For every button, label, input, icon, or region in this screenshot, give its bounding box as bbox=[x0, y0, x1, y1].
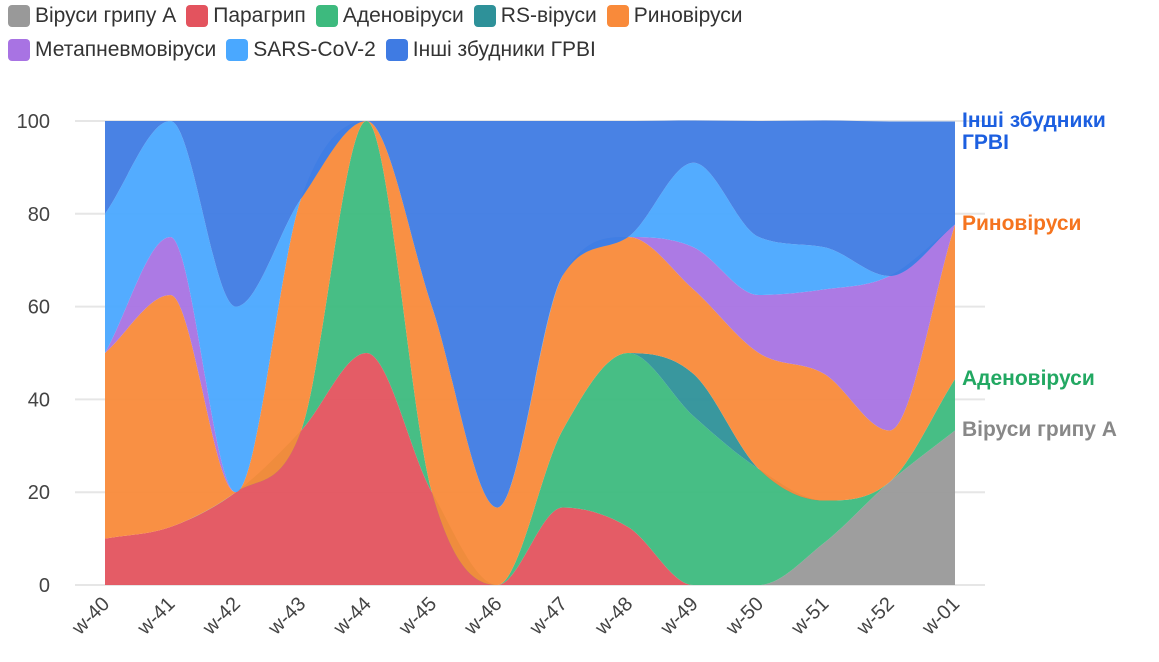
legend-swatch bbox=[385, 39, 408, 61]
x-tick-label: w-48 bbox=[590, 593, 637, 640]
x-tick-label: w-46 bbox=[460, 593, 507, 640]
x-tick-label: w-45 bbox=[394, 593, 441, 640]
legend-swatch bbox=[8, 5, 30, 27]
y-tick-label: 60 bbox=[28, 297, 50, 319]
legend-item: SARS-CoV-2 bbox=[226, 38, 376, 62]
y-tick-label: 80 bbox=[28, 204, 50, 226]
legend-label: SARS-CoV-2 bbox=[253, 38, 376, 61]
legend-label: Парагрип bbox=[213, 4, 306, 27]
y-tick-label: 40 bbox=[28, 389, 50, 411]
legend-label: Віруси грипу А bbox=[35, 4, 177, 27]
legend: Віруси грипу А Парагрип Аденовіруси RS-віру… bbox=[8, 4, 938, 62]
x-tick-label: w-49 bbox=[656, 593, 703, 640]
legend-swatch bbox=[606, 5, 629, 27]
area bbox=[105, 120, 955, 508]
legend-label: Метапневмовіруси bbox=[35, 38, 217, 61]
legend-item: Парагрип bbox=[186, 4, 306, 28]
x-tick-label: w-47 bbox=[525, 593, 572, 640]
y-tick-label: 20 bbox=[28, 482, 50, 504]
legend-item: Риновіруси bbox=[606, 4, 743, 28]
area bbox=[105, 430, 955, 585]
legend-swatch bbox=[186, 5, 209, 27]
x-tick-label: w-40 bbox=[67, 593, 114, 640]
end-label: Інші збудники ГРВІ bbox=[962, 109, 1106, 155]
x-tick-label: w-44 bbox=[329, 593, 376, 640]
legend-swatch bbox=[226, 39, 249, 61]
area bbox=[105, 353, 955, 585]
legend-item: Інші збудники ГРВІ bbox=[385, 38, 596, 62]
x-tick-label: w-52 bbox=[852, 593, 899, 640]
y-tick-label: 0 bbox=[39, 575, 50, 597]
legend-item: RS-віруси bbox=[473, 4, 597, 28]
x-tick-label: w-42 bbox=[198, 593, 245, 640]
legend-swatch bbox=[8, 39, 30, 61]
x-tick-label: w-43 bbox=[263, 593, 310, 640]
legend-swatch bbox=[315, 5, 338, 27]
x-tick-label: w-51 bbox=[787, 593, 834, 640]
end-label: Віруси грипу А bbox=[962, 418, 1117, 442]
x-tick-label: w-41 bbox=[133, 593, 180, 640]
legend-label: RS-віруси bbox=[500, 4, 597, 27]
area bbox=[105, 121, 955, 585]
y-tick-label: 100 bbox=[17, 111, 50, 133]
legend-item: Віруси грипу А bbox=[8, 4, 176, 28]
area bbox=[105, 121, 955, 508]
legend-label: Риновіруси bbox=[633, 4, 743, 27]
area bbox=[105, 121, 955, 508]
legend-swatch bbox=[473, 5, 496, 27]
end-label: Аденовіруси bbox=[962, 366, 1095, 390]
legend-label: Аденовіруси bbox=[342, 4, 464, 27]
x-tick-label: w-01 bbox=[917, 593, 964, 640]
end-label: Риновіруси bbox=[962, 212, 1082, 236]
x-tick-label: w-50 bbox=[721, 593, 768, 640]
legend-item: Метапневмовіруси bbox=[8, 38, 216, 62]
legend-label: Інші збудники ГРВІ bbox=[412, 38, 596, 61]
legend-item: Аденовіруси bbox=[315, 4, 464, 28]
area bbox=[105, 121, 955, 585]
